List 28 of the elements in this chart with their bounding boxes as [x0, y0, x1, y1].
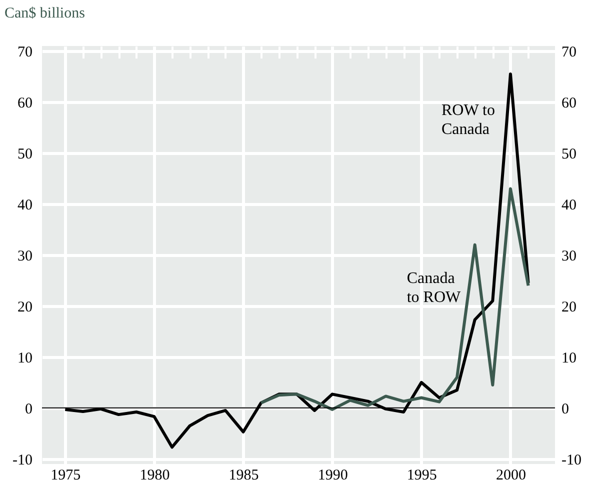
- y-tick-label: -10: [12, 452, 32, 468]
- y2-tick-label: 70: [562, 44, 576, 61]
- x-tick-label: 1985: [228, 468, 259, 483]
- series-label: ROW to Canada: [441, 102, 495, 138]
- x-tick-label: 1990: [318, 468, 348, 483]
- y-tick-label: 40: [18, 198, 32, 214]
- y-tick-label: 20: [18, 299, 32, 316]
- x-tick-label: 1980: [140, 468, 170, 483]
- y-tick-label: 0: [25, 401, 32, 418]
- x-tick-label: 2000: [496, 468, 526, 483]
- y-tick-label: 10: [18, 350, 32, 366]
- y2-tick-label: 0: [562, 401, 569, 418]
- y-axis-title: Can$ billions: [4, 6, 86, 22]
- x-tick-label: 1975: [50, 468, 81, 483]
- y2-tick-label: 20: [562, 299, 576, 316]
- y2-tick-label: 10: [562, 350, 576, 366]
- y2-tick-label: 60: [562, 96, 576, 112]
- y-tick-label: 50: [18, 146, 32, 163]
- line-series: [260, 187, 530, 411]
- y2-tick-label: 50: [562, 146, 576, 163]
- y2-tick-label: 40: [562, 198, 576, 214]
- x-tick-label: 1995: [406, 468, 437, 483]
- series-label: Canada to ROW: [406, 270, 462, 306]
- y2-tick-label: -10: [562, 452, 582, 468]
- y-tick-label: 70: [18, 44, 32, 61]
- y-tick-label: 30: [18, 248, 32, 264]
- y-tick-label: 60: [18, 96, 32, 112]
- y2-tick-label: 30: [562, 248, 576, 264]
